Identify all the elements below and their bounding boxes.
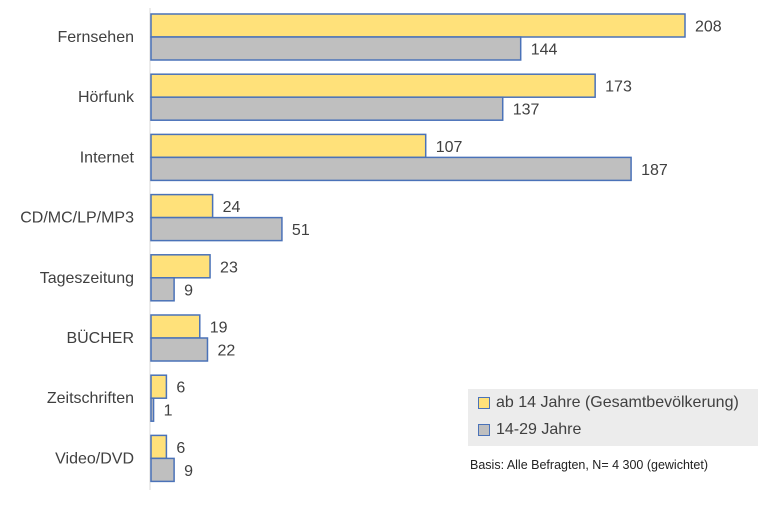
bar-age-14-29 — [150, 277, 175, 302]
legend-label: 14-29 Jahre — [496, 421, 582, 438]
legend-item-series-2: 14-29 Jahre — [478, 421, 581, 439]
bar-total-population — [150, 133, 427, 159]
bar-age-14-29 — [150, 216, 283, 242]
data-label: 107 — [436, 139, 463, 156]
data-label: 6 — [176, 380, 185, 397]
category-label: Internet — [80, 149, 135, 166]
data-label: 208 — [695, 19, 722, 36]
data-label: 9 — [184, 463, 193, 480]
legend-swatch-gray — [478, 424, 490, 436]
legend-swatch-yellow — [478, 397, 490, 409]
data-label: 23 — [220, 259, 238, 276]
data-label: 1 — [164, 403, 173, 420]
base-note: Basis: Alle Befragten, N= 4 300 (gewicht… — [470, 458, 708, 472]
legend: ab 14 Jahre (Gesamtbevölkerung) 14-29 Ja… — [468, 389, 758, 446]
bar-total-population — [150, 73, 596, 98]
bar-total-population — [150, 254, 211, 279]
data-label: 137 — [513, 102, 540, 119]
legend-label: ab 14 Jahre (Gesamtbevölkerung) — [496, 394, 739, 411]
bar-total-population — [150, 314, 201, 339]
category-label: Zeitschriften — [47, 390, 134, 407]
bar-age-14-29 — [150, 457, 175, 483]
category-label: Hörfunk — [78, 89, 135, 106]
category-label: Fernsehen — [58, 29, 135, 46]
data-label: 187 — [641, 162, 668, 179]
category-label: BÜCHER — [66, 329, 134, 347]
bar-total-population — [150, 434, 168, 460]
category-label: CD/MC/LP/MP3 — [20, 210, 134, 227]
data-label: 9 — [184, 282, 193, 299]
data-label: 19 — [210, 320, 228, 337]
category-label: Video/DVD — [55, 450, 134, 467]
data-label: 144 — [531, 42, 558, 59]
category-label: Tageszeitung — [40, 270, 134, 287]
legend-item-series-1: ab 14 Jahre (Gesamtbevölkerung) — [478, 394, 739, 412]
bar-age-14-29 — [150, 156, 632, 182]
data-label: 22 — [217, 343, 235, 360]
bar-total-population — [150, 13, 686, 38]
data-label: 51 — [292, 222, 310, 239]
bar-age-14-29 — [150, 337, 209, 362]
bar-age-14-29 — [150, 36, 522, 61]
data-label: 6 — [176, 440, 185, 457]
bar-total-population — [150, 193, 214, 219]
data-label: 24 — [223, 199, 241, 216]
bar-age-14-29 — [150, 96, 504, 121]
data-label: 173 — [605, 79, 632, 96]
bar-age-14-29 — [150, 397, 155, 422]
bar-total-population — [150, 374, 168, 399]
